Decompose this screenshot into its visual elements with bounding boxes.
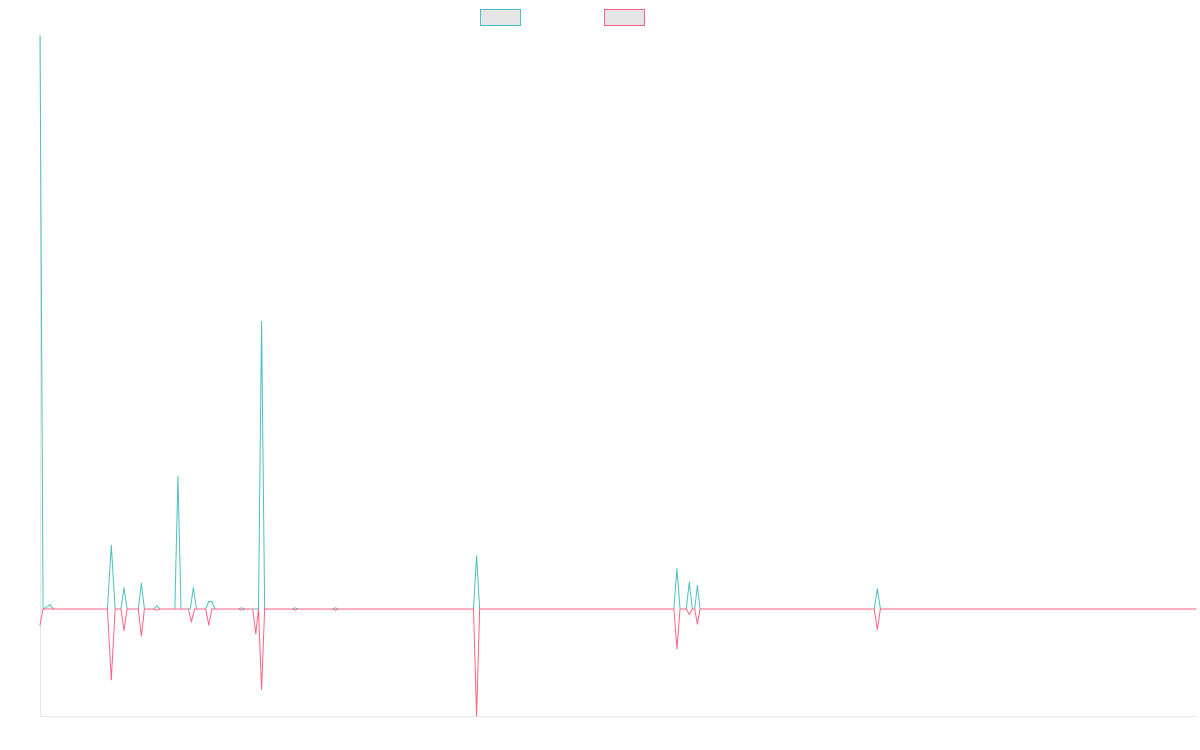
- data-point: [676, 568, 678, 570]
- data-point: [294, 609, 296, 611]
- data-point: [211, 600, 213, 603]
- series-2: [39, 608, 1197, 717]
- data-point: [257, 608, 260, 610]
- data-point: [49, 604, 51, 606]
- data-point: [192, 587, 194, 589]
- data-point: [244, 608, 246, 610]
- data-point: [691, 608, 693, 610]
- data-point: [123, 629, 125, 632]
- data-point: [679, 608, 681, 610]
- series-line: [39, 608, 1196, 717]
- legend-item-1[interactable]: [480, 9, 521, 26]
- data-point: [260, 320, 263, 323]
- data-point: [123, 587, 125, 589]
- data-point: [879, 608, 882, 610]
- data-point: [208, 600, 210, 603]
- data-point: [688, 581, 690, 584]
- data-point: [696, 585, 698, 587]
- data-point: [332, 608, 334, 610]
- legend-swatch: [480, 9, 521, 26]
- data-point: [685, 608, 687, 610]
- data-point: [190, 621, 193, 623]
- data-point: [106, 608, 109, 610]
- data-point: [475, 555, 478, 557]
- data-point: [297, 608, 299, 610]
- legend-swatch: [604, 9, 645, 26]
- data-point: [696, 623, 698, 625]
- data-point: [193, 608, 196, 610]
- data-point: [189, 608, 191, 610]
- data-point: [873, 608, 875, 610]
- legend: [480, 9, 645, 26]
- data-point: [876, 588, 878, 590]
- data-point: [159, 608, 161, 610]
- data-point: [211, 608, 213, 610]
- data-point: [153, 608, 155, 610]
- data-point: [264, 608, 266, 610]
- data-point: [479, 608, 481, 610]
- data-point: [694, 608, 696, 610]
- data-point: [673, 608, 675, 610]
- data-point: [252, 608, 254, 610]
- data-point: [140, 582, 142, 585]
- data-point: [114, 608, 116, 610]
- data-point: [240, 609, 243, 611]
- series-1: [39, 35, 1197, 610]
- data-point: [876, 628, 878, 630]
- data-point: [1195, 608, 1197, 610]
- data-point: [334, 609, 337, 611]
- series-line: [39, 35, 1196, 610]
- data-point: [337, 608, 339, 610]
- data-point: [208, 624, 210, 626]
- data-point: [52, 608, 55, 610]
- data-point: [110, 544, 112, 546]
- data-point: [334, 607, 337, 609]
- data-point: [177, 475, 179, 477]
- data-point: [472, 608, 475, 610]
- data-point: [699, 608, 701, 610]
- data-point: [140, 635, 142, 637]
- data-point: [187, 608, 189, 610]
- data-point: [126, 608, 128, 610]
- data-point: [39, 35, 41, 37]
- data-point: [39, 624, 41, 626]
- data-point: [143, 608, 146, 610]
- data-point: [156, 605, 158, 607]
- data-point: [255, 633, 257, 635]
- data-point: [42, 608, 44, 610]
- data-point: [475, 715, 478, 717]
- data-point: [240, 607, 243, 609]
- axes: [40, 36, 1196, 717]
- data-point: [110, 679, 112, 681]
- data-point: [205, 608, 207, 610]
- data-point: [688, 613, 690, 615]
- data-point: [260, 688, 263, 690]
- data-point: [137, 608, 139, 610]
- data-point: [237, 608, 240, 610]
- data-point: [120, 608, 122, 610]
- data-point: [156, 609, 158, 611]
- series-group: [39, 35, 1197, 717]
- data-point: [291, 608, 293, 610]
- data-point: [294, 607, 296, 609]
- legend-item-2[interactable]: [604, 9, 645, 26]
- data-point: [676, 647, 678, 650]
